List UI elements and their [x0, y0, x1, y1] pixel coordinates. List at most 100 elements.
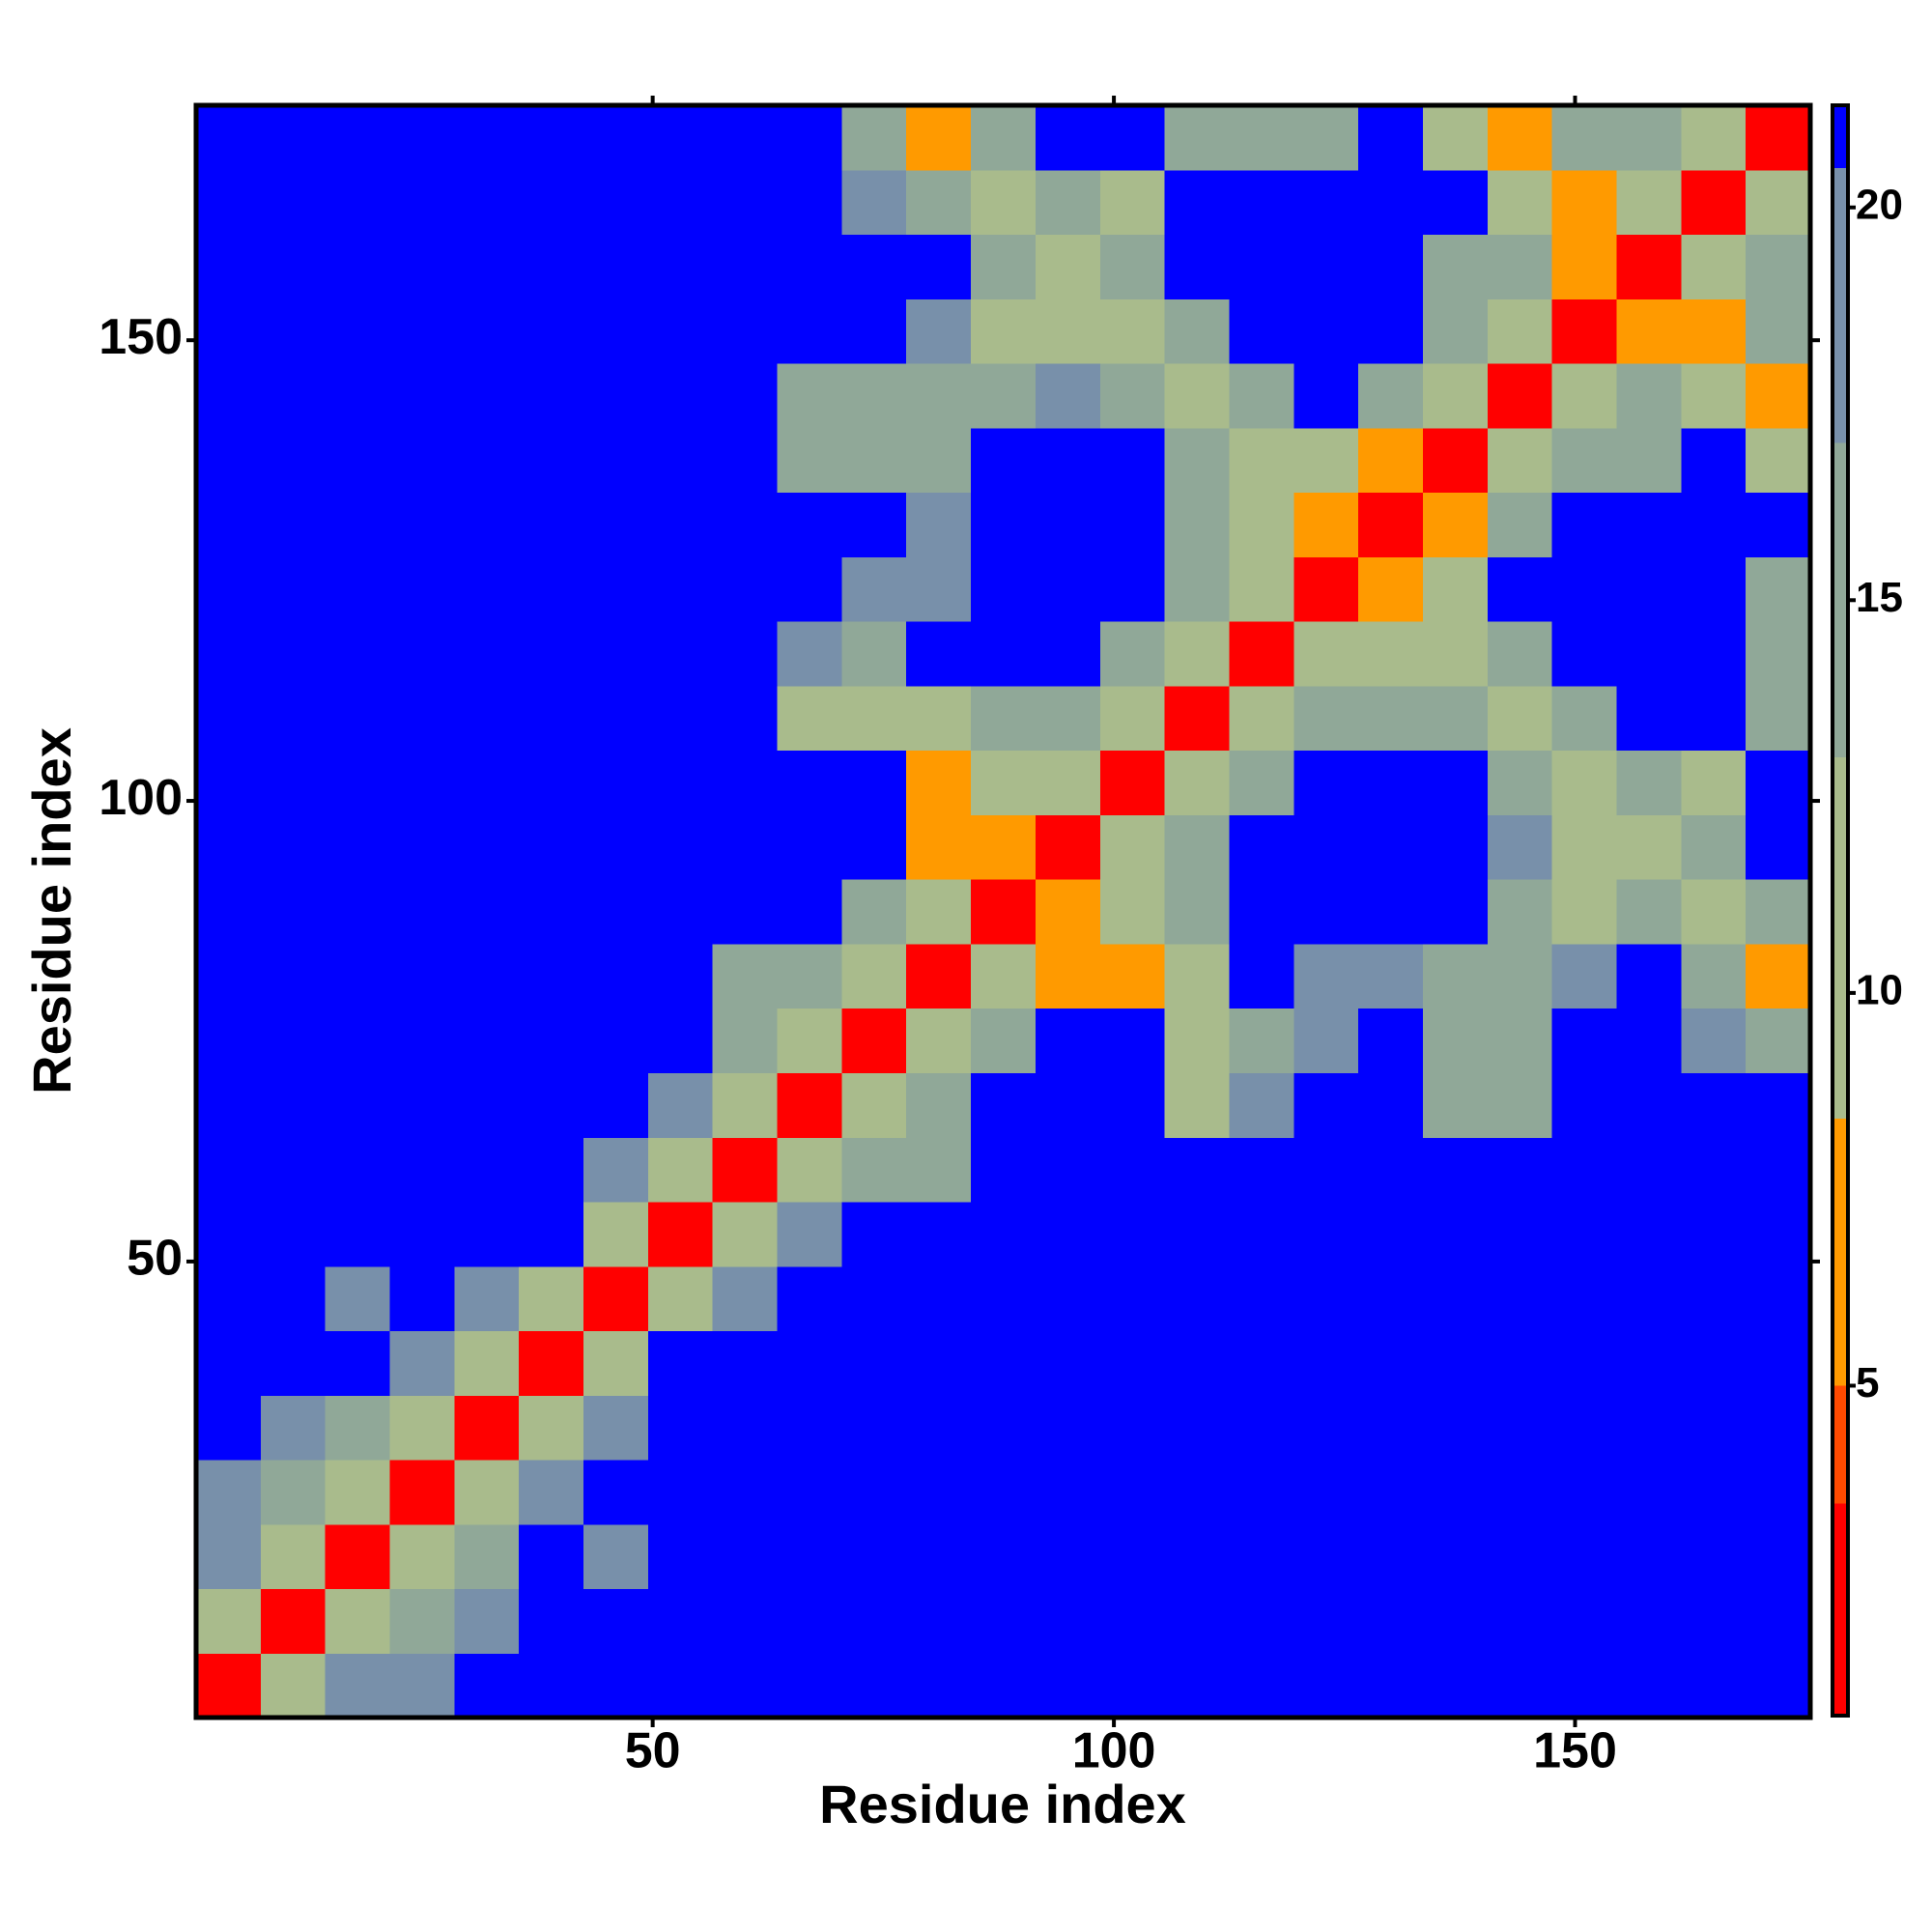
heatmap-cell: [196, 1137, 262, 1203]
heatmap-cell: [1099, 234, 1166, 299]
heatmap-cell: [841, 1395, 907, 1461]
heatmap-cell: [196, 556, 262, 622]
heatmap-cell: [647, 1137, 714, 1203]
heatmap-cell: [583, 427, 649, 494]
heatmap-cell: [389, 1201, 455, 1267]
heatmap-cell: [971, 879, 1037, 945]
heatmap-cell: [1293, 427, 1359, 494]
heatmap-cell: [196, 363, 262, 429]
heatmap-cell: [260, 1201, 327, 1267]
heatmap-cell: [647, 750, 714, 815]
heatmap-cell: [1681, 298, 1747, 364]
heatmap-cell: [1487, 169, 1553, 236]
heatmap-cell: [1616, 1008, 1682, 1073]
heatmap-cell: [906, 1201, 972, 1267]
colorbar-segment: [1833, 1385, 1848, 1504]
heatmap-cell: [1422, 879, 1489, 945]
heatmap-cell: [389, 363, 455, 429]
heatmap-cell: [1616, 814, 1682, 880]
heatmap-cell: [906, 427, 972, 494]
heatmap-cell: [389, 879, 455, 945]
heatmap-cell: [1293, 621, 1359, 687]
heatmap-cell: [454, 1330, 520, 1396]
heatmap-cell: [583, 105, 649, 171]
heatmap-cell: [1681, 1653, 1747, 1719]
heatmap-cell: [1099, 1137, 1166, 1203]
heatmap-cell: [1616, 427, 1682, 494]
heatmap-cell: [519, 814, 584, 880]
heatmap-cell: [1746, 1265, 1811, 1332]
heatmap-cell: [196, 1265, 262, 1332]
heatmap-cell: [777, 1653, 842, 1719]
heatmap-cell: [1681, 1072, 1747, 1138]
heatmap-cell: [1746, 169, 1811, 236]
heatmap-cell: [906, 1330, 972, 1396]
heatmap-cell: [260, 1459, 327, 1525]
heatmap-cell: [1616, 1588, 1682, 1654]
heatmap-cell: [583, 1523, 649, 1590]
heatmap-cell: [325, 1523, 391, 1590]
colorbar-tick-label: 5: [1856, 1359, 1879, 1406]
heatmap-cell: [1164, 1137, 1231, 1203]
heatmap-cell: [1681, 1008, 1747, 1073]
heatmap-cell: [454, 685, 520, 752]
heatmap-cell: [325, 492, 391, 557]
heatmap-cell: [583, 1008, 649, 1073]
heatmap-cell: [325, 105, 391, 171]
heatmap-cell: [1229, 492, 1294, 557]
heatmap-cell: [1551, 1072, 1618, 1138]
heatmap-cell: [647, 1265, 714, 1332]
heatmap-cell: [325, 1330, 391, 1396]
heatmap-cell: [1487, 1588, 1553, 1654]
heatmap-cell: [1099, 685, 1166, 752]
heatmap-cell: [906, 169, 972, 236]
heatmap-cell: [1487, 1072, 1553, 1138]
heatmap-cell: [647, 234, 714, 299]
heatmap-cell: [389, 427, 455, 494]
heatmap-cell: [906, 814, 972, 880]
heatmap-cell: [196, 1072, 262, 1138]
heatmap-cell: [519, 169, 584, 236]
heatmap-cell: [1099, 1330, 1166, 1396]
heatmap-cell: [1035, 1395, 1101, 1461]
heatmap-cell: [1229, 427, 1294, 494]
heatmap-cell: [260, 169, 327, 236]
heatmap-cell: [196, 234, 262, 299]
heatmap-cell: [971, 169, 1037, 236]
heatmap-cell: [1551, 298, 1618, 364]
heatmap-cell: [1487, 943, 1553, 1009]
heatmap-cell: [1099, 1459, 1166, 1525]
heatmap-cell: [1035, 1330, 1101, 1396]
heatmap-cell: [971, 943, 1037, 1009]
heatmap-cell: [777, 1588, 842, 1654]
heatmap-cell: [906, 1459, 972, 1525]
heatmap-cell: [583, 1330, 649, 1396]
heatmap-cell: [1099, 298, 1166, 364]
heatmap-cell: [1164, 1395, 1231, 1461]
heatmap-cell: [1164, 556, 1231, 622]
heatmap-cell: [777, 750, 842, 815]
heatmap-cell: [1293, 1588, 1359, 1654]
heatmap-cell: [777, 234, 842, 299]
heatmap-cell: [1358, 427, 1424, 494]
heatmap-cell: [1681, 234, 1747, 299]
heatmap-cell: [1229, 879, 1294, 945]
heatmap-cell: [1358, 556, 1424, 622]
heatmap-cell: [260, 879, 327, 945]
heatmap-cell: [1099, 621, 1166, 687]
heatmap-cell: [647, 492, 714, 557]
heatmap-cell: [906, 1072, 972, 1138]
heatmap-cell: [454, 1588, 520, 1654]
heatmap-cell: [196, 1201, 262, 1267]
heatmap-cell: [1164, 427, 1231, 494]
heatmap-cell: [1422, 814, 1489, 880]
heatmap-cell: [519, 943, 584, 1009]
heatmap-cell: [583, 1459, 649, 1525]
heatmap-cell: [841, 169, 907, 236]
heatmap-cell: [325, 234, 391, 299]
heatmap-cell: [454, 814, 520, 880]
heatmap-cell: [1229, 1395, 1294, 1461]
heatmap-cell: [1035, 1201, 1101, 1267]
heatmap-cell: [906, 685, 972, 752]
heatmap-cell: [1487, 427, 1553, 494]
